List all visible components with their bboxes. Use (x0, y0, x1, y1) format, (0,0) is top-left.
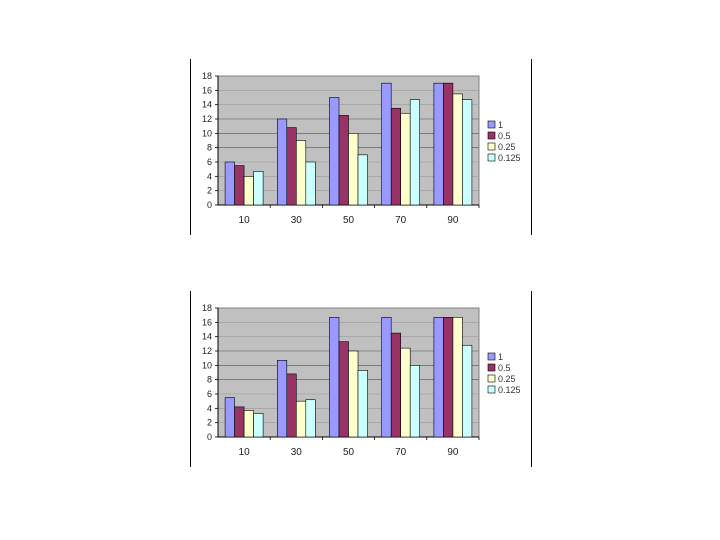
legend-swatch-0.125 (487, 153, 496, 162)
bar-0.5-50 (338, 341, 349, 438)
bar-1-50 (329, 317, 340, 438)
y-tick-label: 8 (207, 143, 212, 153)
y-tick-label: 6 (207, 389, 212, 399)
x-tick-label: 50 (343, 215, 355, 226)
y-tick-label: 0 (207, 200, 212, 210)
bar-0.125-70 (409, 365, 420, 438)
bar-0.125-10 (253, 171, 264, 206)
bar-chart-top-svg: 0 2 4 6 8 10 12 14 16 18 10 30 50 70 90 10.50.250.125 (190, 59, 532, 235)
bar-0.5-50 (338, 115, 349, 206)
bar-chart-bottom-svg: 0 2 4 6 8 10 12 14 16 18 10 30 50 70 90 10.50.250.125 (190, 291, 532, 467)
bar-0.125-30 (305, 399, 316, 438)
legend-swatch-0.125 (487, 385, 496, 394)
bar-0.5-90 (443, 82, 454, 206)
bar-0.25-30 (296, 400, 307, 438)
x-tick-label: 70 (395, 215, 407, 226)
y-tick-label: 10 (202, 128, 212, 138)
bar-0.125-90 (462, 99, 473, 206)
bar-0.5-70 (390, 332, 401, 438)
x-tick-label: 30 (291, 447, 303, 458)
legend-swatch-0.5 (487, 363, 496, 372)
y-tick-label: 4 (207, 171, 212, 181)
legend-label-0.5: 0.5 (498, 131, 511, 141)
bar-0.5-30 (286, 127, 297, 206)
bar-0.125-50 (357, 370, 368, 438)
bar-0.125-70 (409, 99, 420, 206)
bar-1-30 (277, 360, 288, 438)
bar-0.5-30 (286, 373, 297, 438)
bar-1-50 (329, 97, 340, 206)
bar-0.125-50 (357, 154, 368, 206)
legend-label-0.125: 0.125 (498, 385, 521, 395)
bar-0.125-30 (305, 161, 316, 206)
x-tick-label: 90 (447, 215, 459, 226)
bar-1-10 (224, 161, 235, 206)
y-tick-label: 14 (202, 100, 212, 110)
legend-swatch-0.25 (487, 374, 496, 383)
y-tick-label: 16 (202, 317, 212, 327)
y-tick-label: 16 (202, 85, 212, 95)
x-tick-label: 90 (447, 447, 459, 458)
legend-label-0.125: 0.125 (498, 153, 521, 163)
bar-0.5-10 (234, 406, 245, 438)
bar-chart-top: 0 2 4 6 8 10 12 14 16 18 10 30 50 70 90 1 0.5 0.25 0.125 (190, 59, 532, 235)
bar-0.25-50 (348, 350, 359, 438)
x-tick-label: 10 (239, 447, 251, 458)
bar-0.125-90 (462, 344, 473, 438)
bar-0.5-90 (443, 317, 454, 438)
y-tick-label: 2 (207, 418, 212, 428)
y-tick-label: 6 (207, 157, 212, 167)
legend-label-1: 1 (498, 120, 503, 130)
bar-chart-bottom: 0 2 4 6 8 10 12 14 16 18 10 30 50 70 90 1 0.5 0.25 0.125 (190, 291, 532, 467)
bar-0.25-30 (296, 140, 307, 206)
bar-0.25-10 (243, 410, 254, 438)
bar-1-90 (433, 317, 444, 438)
y-tick-label: 12 (202, 346, 212, 356)
legend-swatch-1 (487, 352, 496, 361)
bar-0.25-70 (400, 112, 411, 206)
x-tick-label: 70 (395, 447, 407, 458)
bar-1-10 (224, 397, 235, 438)
bar-0.5-10 (234, 165, 245, 206)
bar-0.25-50 (348, 133, 359, 206)
bar-0.25-70 (400, 347, 411, 438)
bar-1-30 (277, 118, 288, 206)
x-tick-label: 10 (239, 215, 251, 226)
y-tick-label: 14 (202, 332, 212, 342)
x-tick-label: 30 (291, 215, 303, 226)
legend-label-1: 1 (498, 352, 503, 362)
legend-swatch-1 (487, 120, 496, 129)
bar-0.25-90 (452, 93, 463, 206)
y-tick-label: 8 (207, 375, 212, 385)
x-tick-label: 50 (343, 447, 355, 458)
y-tick-label: 2 (207, 186, 212, 196)
bar-1-70 (381, 317, 392, 438)
legend-label-0.5: 0.5 (498, 363, 511, 373)
legend-label-0.25: 0.25 (498, 142, 516, 152)
bar-0.25-10 (243, 176, 254, 206)
legend-swatch-0.25 (487, 142, 496, 151)
bar-0.25-90 (452, 317, 463, 438)
bar-0.5-70 (390, 107, 401, 206)
y-tick-label: 12 (202, 114, 212, 124)
y-tick-label: 18 (202, 71, 212, 81)
bar-1-70 (381, 82, 392, 206)
legend-label-0.25: 0.25 (498, 374, 516, 384)
y-tick-label: 4 (207, 403, 212, 413)
y-tick-label: 18 (202, 303, 212, 313)
bar-1-90 (433, 82, 444, 206)
legend-swatch-0.5 (487, 131, 496, 140)
bar-0.125-10 (253, 413, 264, 438)
y-tick-label: 10 (202, 360, 212, 370)
y-tick-label: 0 (207, 432, 212, 442)
